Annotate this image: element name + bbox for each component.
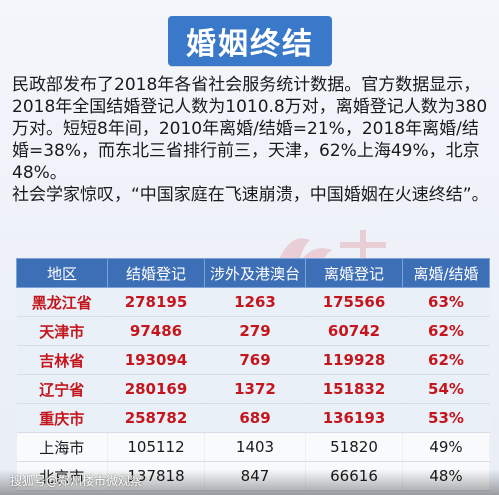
table-row: 重庆市 258782 689 136193 53% <box>16 403 490 433</box>
statistics-table: 地区 结婚登记 涉外及港澳台 离婚登记 离婚/结婚 黑龙江省 278195 1263… <box>16 258 490 491</box>
table-row: 黑龙江省 278195 1263 175566 63% <box>16 287 490 317</box>
paragraph-2: 社会学家惊叹，“中国家庭在飞速崩溃，中国婚姻在火速终结”。 <box>12 185 489 205</box>
credit-text: 搜狐号@郑州楼市微观察 <box>10 474 143 488</box>
cell-divorce: 60742 <box>305 316 403 346</box>
cell-marriage: 97486 <box>107 316 205 346</box>
cell-ratio: 49% <box>402 432 490 462</box>
page-title: 婚姻终结 <box>186 27 314 62</box>
cell-marriage: 137818 <box>107 461 205 491</box>
table-row: 天津市 97486 279 60742 62% <box>16 316 490 346</box>
cell-ratio: 62% <box>402 316 490 346</box>
cell-ratio: 62% <box>402 345 490 375</box>
cell-marriage: 278195 <box>107 287 205 317</box>
cell-foreign: 847 <box>204 461 306 491</box>
cell-divorce: 51820 <box>305 432 403 462</box>
cell-ratio: 53% <box>402 403 490 433</box>
header-foreign: 涉外及港澳台 <box>204 258 306 288</box>
cell-region: 重庆市 <box>16 403 108 433</box>
table-row: 吉林省 193094 769 119928 62% <box>16 345 490 375</box>
cell-divorce: 66616 <box>305 461 403 491</box>
cell-divorce: 119928 <box>305 345 403 375</box>
header-divorce: 离婚登记 <box>305 258 403 288</box>
cell-region: 天津市 <box>16 316 108 346</box>
header-region: 地区 <box>16 258 108 288</box>
cell-marriage: 280169 <box>107 374 205 404</box>
cell-region: 辽宁省 <box>16 374 108 404</box>
cell-foreign: 1403 <box>204 432 306 462</box>
cell-divorce: 151832 <box>305 374 403 404</box>
title-banner: 婚姻终结 <box>168 16 332 66</box>
header-ratio: 离婚/结婚 <box>402 258 490 288</box>
cell-marriage: 105112 <box>107 432 205 462</box>
cell-region: 北京市 <box>16 461 108 491</box>
cell-ratio: 48% <box>402 461 490 491</box>
cell-region: 吉林省 <box>16 345 108 375</box>
cell-foreign: 1372 <box>204 374 306 404</box>
cell-marriage: 258782 <box>107 403 205 433</box>
cell-ratio: 63% <box>402 287 490 317</box>
table-header-row: 地区 结婚登记 涉外及港澳台 离婚登记 离婚/结婚 <box>16 258 490 288</box>
cell-region: 上海市 <box>16 432 108 462</box>
cell-region: 黑龙江省 <box>16 287 108 317</box>
cell-divorce: 136193 <box>305 403 403 433</box>
cell-divorce: 175566 <box>305 287 403 317</box>
paragraph-1: 民政部发布了2018年各省社会服务统计数据。官方数据显示，2018年全国结婚登记… <box>12 75 488 183</box>
cell-foreign: 279 <box>204 316 306 346</box>
cell-foreign: 1263 <box>204 287 306 317</box>
table-row: 北京市1378188476661648% <box>16 461 490 491</box>
cell-foreign: 689 <box>204 403 306 433</box>
article-text: 民政部发布了2018年各省社会服务统计数据。官方数据显示，2018年全国结婚登记… <box>12 74 490 206</box>
table-row: 辽宁省 280169 1372 151832 54% <box>16 374 490 404</box>
cell-marriage: 193094 <box>107 345 205 375</box>
table-row: 上海市 105112 1403 51820 49% <box>16 432 490 462</box>
header-marriage: 结婚登记 <box>107 258 205 288</box>
credit-bar: 搜狐号@郑州楼市微观察 <box>0 469 499 495</box>
cell-foreign: 769 <box>204 345 306 375</box>
cell-ratio: 54% <box>402 374 490 404</box>
